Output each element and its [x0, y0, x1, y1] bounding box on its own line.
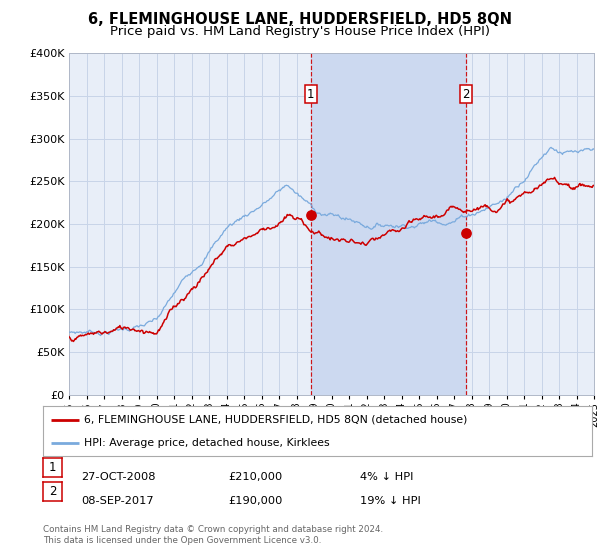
Text: 27-OCT-2008: 27-OCT-2008 — [81, 472, 155, 482]
Text: 1: 1 — [307, 88, 314, 101]
Text: 1: 1 — [49, 461, 56, 474]
Text: 2: 2 — [463, 88, 470, 101]
Text: £190,000: £190,000 — [228, 496, 283, 506]
Text: HPI: Average price, detached house, Kirklees: HPI: Average price, detached house, Kirk… — [85, 438, 330, 448]
Text: 4% ↓ HPI: 4% ↓ HPI — [360, 472, 413, 482]
Point — [461, 228, 471, 237]
Text: 19% ↓ HPI: 19% ↓ HPI — [360, 496, 421, 506]
Text: Contains HM Land Registry data © Crown copyright and database right 2024.
This d: Contains HM Land Registry data © Crown c… — [43, 525, 383, 545]
Text: 08-SEP-2017: 08-SEP-2017 — [81, 496, 154, 506]
Text: £210,000: £210,000 — [228, 472, 282, 482]
Text: 6, FLEMINGHOUSE LANE, HUDDERSFIELD, HD5 8QN (detached house): 6, FLEMINGHOUSE LANE, HUDDERSFIELD, HD5 … — [85, 414, 468, 424]
Text: 2: 2 — [49, 485, 56, 498]
Bar — [311, 53, 466, 395]
Text: 6, FLEMINGHOUSE LANE, HUDDERSFIELD, HD5 8QN: 6, FLEMINGHOUSE LANE, HUDDERSFIELD, HD5 … — [88, 12, 512, 27]
Text: Price paid vs. HM Land Registry's House Price Index (HPI): Price paid vs. HM Land Registry's House … — [110, 25, 490, 38]
Point — [306, 211, 316, 220]
